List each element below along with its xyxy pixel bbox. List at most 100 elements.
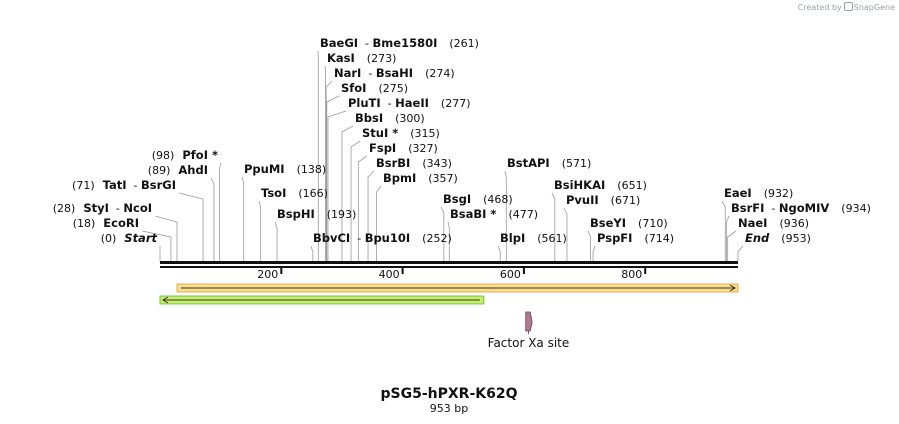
svg-text:PvuII: PvuII <box>566 193 599 207</box>
enzyme-site[interactable]: EcoRI (18) <box>73 216 139 230</box>
enzyme-cut-line <box>325 80 333 261</box>
enzyme-position: (936) <box>779 217 809 230</box>
enzyme-cut-line <box>210 177 215 261</box>
enzyme-site[interactable]: NarI - BsaHI (274) <box>334 66 455 80</box>
enzyme-site[interactable]: TsoI (166) <box>261 186 328 200</box>
enzyme-site[interactable]: BbsI (300) <box>355 111 425 125</box>
svg-text:BlpI: BlpI <box>500 231 525 245</box>
enzyme-site[interactable]: StuI * (315) <box>362 126 440 140</box>
enzyme-site[interactable]: BpmI (357) <box>383 171 458 185</box>
svg-text:EcoRI: EcoRI <box>103 216 139 230</box>
enzyme-cut-line <box>447 221 450 261</box>
enzyme-site[interactable]: BsgI (468) <box>443 192 513 206</box>
enzyme-site[interactable]: BbvCI - Bpu10I (252) <box>313 231 452 245</box>
arrowhead-icon <box>729 284 736 292</box>
svg-text:PfoI *: PfoI * <box>182 148 218 162</box>
enzyme-name: PpuMI <box>244 162 285 176</box>
enzyme-site[interactable]: KasI (273) <box>327 51 396 65</box>
enzyme-site[interactable]: PpuMI (138) <box>244 162 326 176</box>
enzyme-site[interactable]: End (953) <box>745 231 811 245</box>
ruler-tick-label: 800 <box>621 268 642 281</box>
enzyme-name: KasI <box>327 51 355 65</box>
factor-xa-site-arrow[interactable] <box>525 311 533 332</box>
enzyme-site[interactable]: BsaBI * (477) <box>450 207 538 221</box>
enzyme-site[interactable]: BseYI (710) <box>590 216 668 230</box>
enzyme-name: PluTI <box>348 96 381 110</box>
enzyme-name: BlpI <box>500 231 525 245</box>
svg-text:BsaBI *: BsaBI * <box>450 207 496 221</box>
enzyme-position: (138) <box>297 163 327 176</box>
enzyme-site[interactable]: PluTI - HaeII (277) <box>348 96 471 110</box>
enzyme-cut-line <box>326 95 340 261</box>
ruler: 200 400 600 800 <box>257 268 647 281</box>
enzyme-site[interactable]: SfoI (275) <box>341 81 408 95</box>
enzyme-position: (477) <box>508 208 538 221</box>
enzyme-cut-line <box>497 245 501 261</box>
enzyme-name: BspHI <box>277 207 315 221</box>
enzyme-name: TsoI <box>261 186 286 200</box>
enzyme-position: (714) <box>644 232 674 245</box>
enzyme-position: (28) <box>53 202 76 215</box>
enzyme-name: NarI <box>334 66 361 80</box>
svg-text:BpmI: BpmI <box>383 171 416 185</box>
enzyme-name: PspFI <box>597 231 632 245</box>
enzyme-site[interactable]: BsiHKAI (651) <box>554 178 647 192</box>
enzyme-position: (468) <box>483 193 513 206</box>
enzyme-position: (651) <box>617 179 647 192</box>
enzyme-name: StyI <box>83 201 109 215</box>
enzyme-site[interactable]: PvuII (671) <box>566 193 640 207</box>
enzyme-cut-line <box>241 176 245 261</box>
enzyme-cut-lines <box>141 50 744 261</box>
enzyme-position: (357) <box>428 172 458 185</box>
enzyme-position: (71) <box>72 179 95 192</box>
enzyme-cut-line <box>551 192 556 261</box>
enzyme-position: (252) <box>422 232 452 245</box>
enzyme-name: Bpu10I <box>365 231 410 245</box>
credit-text: Created by <box>797 3 842 12</box>
enzyme-site[interactable]: StyI - NcoI (28) <box>53 201 152 215</box>
enzyme-site[interactable]: AhdI (89) <box>148 163 208 177</box>
enzyme-cut-line <box>721 200 726 261</box>
enzyme-name: BaeGI <box>320 36 358 50</box>
enzyme-cut-line <box>592 245 596 261</box>
enzyme-site[interactable]: TatI - BsrGI (71) <box>72 178 176 192</box>
enzyme-name: StuI * <box>362 126 398 140</box>
svg-text:NarI - BsaHI: NarI - BsaHI <box>334 66 413 80</box>
enzyme-position: (273) <box>367 52 397 65</box>
enzyme-position: (934) <box>841 202 871 215</box>
enzyme-position: (277) <box>441 97 471 110</box>
enzyme-cut-line <box>274 221 278 261</box>
enzyme-site[interactable]: EaeI (932) <box>724 186 793 200</box>
enzyme-position: (561) <box>537 232 567 245</box>
enzyme-position: (89) <box>148 164 171 177</box>
enzyme-site[interactable]: PfoI * (98) <box>152 148 218 162</box>
svg-text:BsrBI: BsrBI <box>376 156 410 170</box>
enzyme-name: BsaBI * <box>450 207 496 221</box>
enzyme-cut-line <box>327 110 347 261</box>
enzyme-name: Bme1580I <box>373 36 438 50</box>
enzyme-site[interactable]: FspI (327) <box>369 141 438 155</box>
enzyme-cut-line <box>376 185 382 261</box>
enzyme-name: AhdI <box>178 163 208 177</box>
enzyme-cut-line <box>563 207 568 261</box>
enzyme-position: (343) <box>422 157 452 170</box>
enzyme-site[interactable]: BspHI (193) <box>277 207 356 221</box>
enzyme-site[interactable]: Start (0) <box>101 231 158 245</box>
enzyme-site[interactable]: NaeI (936) <box>738 216 809 230</box>
enzyme-site[interactable]: BsrBI (343) <box>376 156 452 170</box>
svg-text:Start: Start <box>124 231 157 245</box>
svg-text:AhdI: AhdI <box>178 163 208 177</box>
enzyme-name: BsrBI <box>376 156 410 170</box>
snapgene-credit: Created by SnapGene <box>798 2 895 12</box>
enzyme-site[interactable]: BstAPI (571) <box>507 156 591 170</box>
enzyme-site[interactable]: PspFI (714) <box>597 231 674 245</box>
enzyme-name: BbsI <box>355 111 383 125</box>
svg-text:BseYI: BseYI <box>590 216 626 230</box>
enzyme-site[interactable]: BsrFI - NgoMIV (934) <box>731 201 871 215</box>
enzyme-name: BseYI <box>590 216 626 230</box>
enzyme-cut-line <box>178 192 204 261</box>
svg-text:BsgI: BsgI <box>443 192 471 206</box>
enzyme-site[interactable]: BlpI (561) <box>500 231 567 245</box>
enzyme-site[interactable]: BaeGI - Bme1580I (261) <box>320 36 479 50</box>
